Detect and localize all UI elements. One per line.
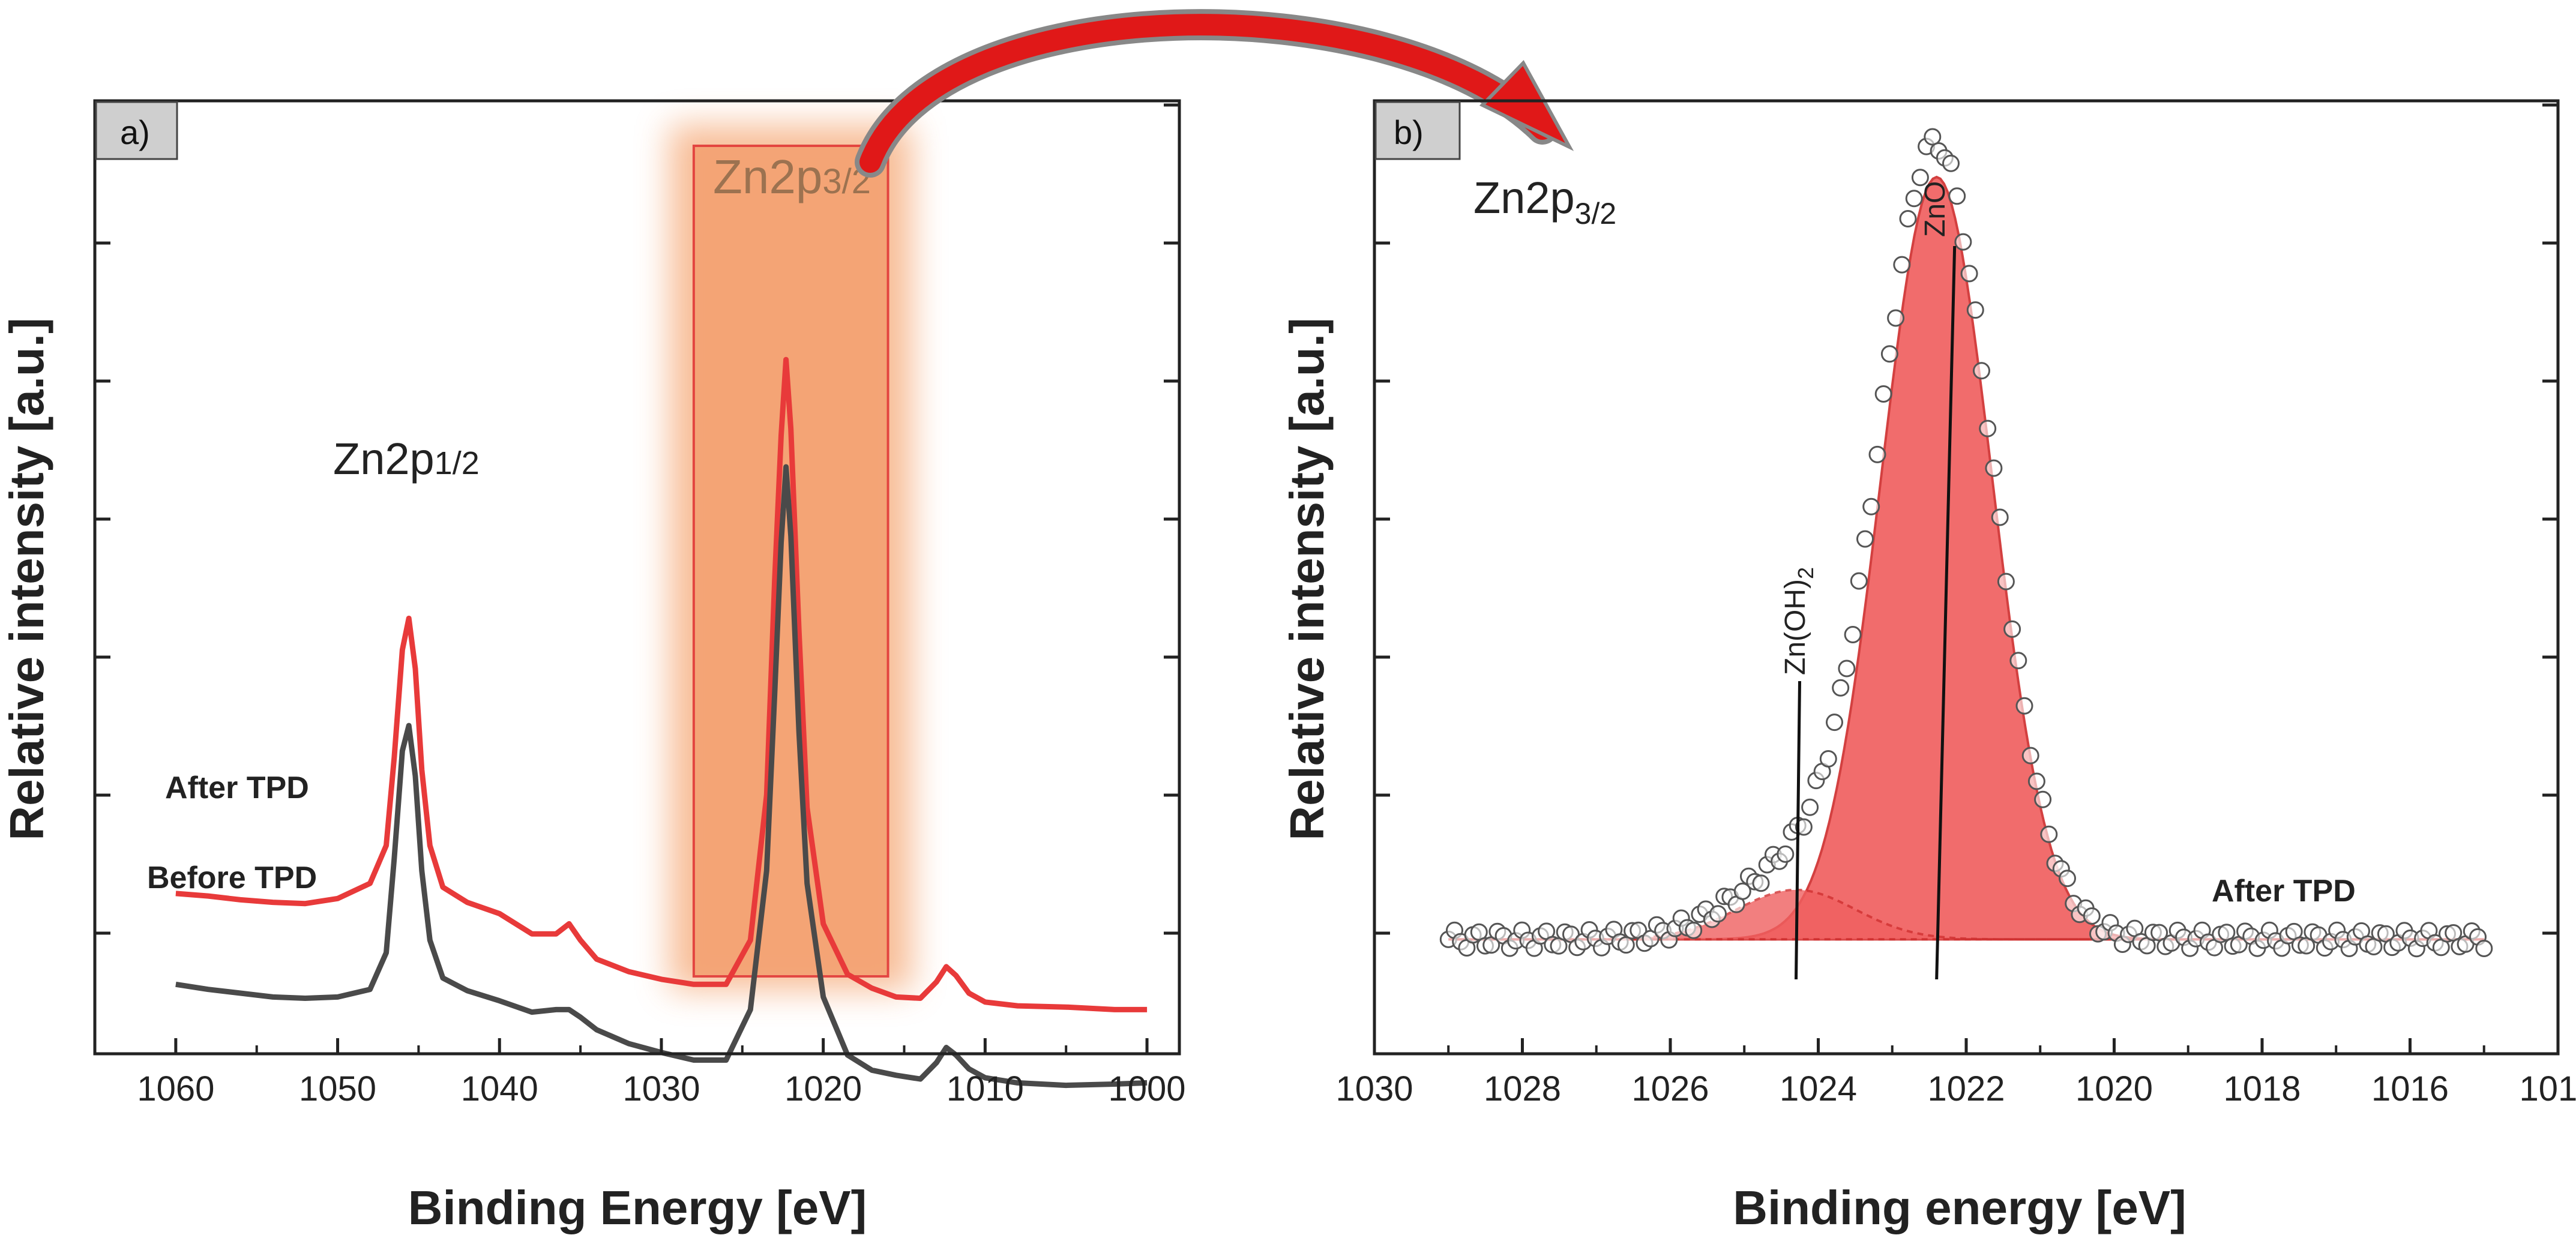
measured-point (1911, 169, 1929, 187)
measured-point (2015, 697, 2033, 715)
panel-b-component-markers (1795, 245, 1957, 980)
panel-b: 103010281026102410221020101810161014 b) … (1280, 99, 2576, 1234)
measured-point (1832, 679, 1850, 697)
measured-point (1954, 233, 1972, 251)
panel-a-y-title: Relative intensity [a.u.] (0, 317, 53, 840)
measured-point (1887, 309, 1905, 327)
panel-b-tag: b) (1394, 113, 1424, 151)
measured-point (1868, 445, 1886, 463)
measured-point (1856, 530, 1874, 548)
measured-point (1973, 362, 1990, 380)
measured-point (1899, 210, 1917, 227)
measured-point (1795, 818, 1813, 836)
x-tick-label: 1050 (299, 1069, 376, 1108)
x-tick-label: 1000 (1109, 1069, 1186, 1108)
measured-point (1844, 626, 1862, 643)
arrow-head (1479, 60, 1574, 151)
measured-point (1960, 265, 1978, 283)
peak-label-zn2p12: Zn2p1/2 (333, 434, 480, 484)
x-tick-label: 1026 (1631, 1069, 1709, 1108)
series-label-after-b: After TPD (2212, 874, 2356, 909)
measured-point (1685, 921, 1703, 939)
x-tick-label: 1060 (137, 1069, 214, 1108)
panel-b-x-ticks: 1030 1028 1026 1024 1022 1020 1018 1016 1014 (1335, 103, 2576, 1108)
x-tick-label: 1020 (2075, 1069, 2153, 1108)
x-tick-label: 1024 (1780, 1069, 1857, 1108)
zno-marker-line (1935, 245, 1957, 980)
x-tick-label: 1022 (1927, 1069, 2005, 1108)
x-tick-label: 1018 (2223, 1069, 2301, 1108)
measured-point (1924, 128, 1942, 146)
measured-point (1777, 845, 1795, 863)
measured-point (1801, 798, 1819, 816)
x-tick-label: 1040 (461, 1069, 538, 1108)
measured-point (2475, 940, 2493, 957)
measured-point (1874, 385, 1892, 403)
series-label-after: After TPD (165, 771, 309, 805)
measured-point (1991, 508, 2009, 526)
panel-b-components (1448, 175, 2484, 941)
measured-point (2009, 652, 2027, 670)
measured-point (1733, 882, 1751, 900)
measured-point (2021, 747, 2039, 765)
panel-b-y-title: Relative intensity [a.u.] (1280, 317, 1334, 840)
x-tick-label: 1028 (1484, 1069, 1561, 1108)
measured-point (2034, 790, 2052, 808)
panel-b-tag-box (1374, 101, 1461, 160)
transition-arrow (855, 9, 1574, 178)
panel-a: 1060 1050 1040 1030 1020 1010 1000 a) Zn2p1/2 … (0, 99, 1186, 1234)
measured-point (1880, 345, 1898, 363)
panel-a-tag-box (95, 101, 178, 160)
measured-point (1819, 750, 1837, 768)
measured-point (2027, 772, 2045, 790)
measured-point (2003, 620, 2021, 638)
panel-b-measured-points (1439, 128, 2493, 958)
series-line-before-tpd (175, 464, 1148, 1089)
measured-point (1838, 660, 1856, 678)
measured-point (1893, 256, 1911, 274)
measured-point (1985, 459, 2003, 477)
znoh2-marker-line (1795, 681, 1802, 980)
measured-point (2083, 907, 2101, 925)
panel-a-tag: a) (120, 113, 150, 151)
panel-b-x-title: Binding energy [eV] (1733, 1181, 2186, 1234)
measured-point (2040, 825, 2058, 843)
panel-a-x-ticks: 1060 1050 1040 1030 1020 1010 1000 (94, 103, 1186, 1108)
measured-point (1709, 905, 1727, 923)
panel-b-title-zn2p32: Zn2p3/2 (1473, 173, 1616, 230)
measured-point (1617, 936, 1635, 954)
panel-a-x-title: Binding Energy [eV] (408, 1181, 867, 1234)
measured-point (1997, 572, 2015, 590)
measured-point (2059, 870, 2076, 888)
measured-point (1905, 190, 1923, 208)
series-label-before: Before TPD (147, 861, 317, 895)
component-label-znoh2: Zn(OH)2 (1780, 567, 1818, 675)
measured-point (1966, 301, 1984, 319)
x-tick-label: 1020 (784, 1069, 862, 1108)
measured-point (1979, 419, 1997, 437)
component-label-zno: ZnO (1919, 181, 1951, 237)
x-tick-label: 1010 (946, 1069, 1024, 1108)
measured-point (1862, 497, 1880, 515)
series-line-after-tpd (175, 356, 1148, 1012)
measured-point (1942, 154, 1960, 172)
panel-a-frame (93, 99, 1181, 1056)
measured-point (1850, 572, 1868, 590)
measured-point (1948, 187, 1966, 205)
x-tick-label: 1014 (2519, 1069, 2576, 1108)
x-tick-label: 1016 (2371, 1069, 2449, 1108)
x-tick-label: 1030 (1335, 1069, 1413, 1108)
measured-point (1826, 714, 1843, 732)
component-fill-zno (1448, 175, 2484, 941)
x-tick-label: 1030 (622, 1069, 700, 1108)
measured-point (1752, 874, 1770, 892)
panel-a-series (175, 356, 1148, 1089)
